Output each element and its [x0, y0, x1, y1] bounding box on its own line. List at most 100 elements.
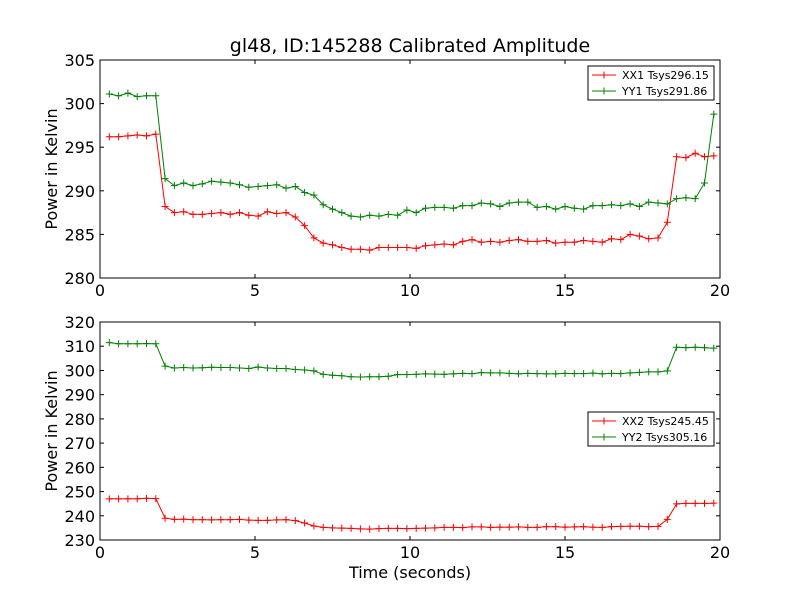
data-point: [319, 239, 327, 247]
data-point: [310, 522, 318, 530]
data-point: [217, 209, 225, 217]
data-point: [347, 245, 355, 253]
x-tick-label: 20: [710, 281, 730, 300]
data-point: [208, 177, 216, 185]
data-point: [515, 236, 522, 244]
data-point: [105, 339, 113, 347]
data-point: [440, 203, 448, 211]
y-tick-label: 250: [64, 483, 95, 502]
data-point: [310, 234, 318, 242]
data-point: [645, 523, 653, 531]
data-point: [440, 523, 448, 531]
data-point: [338, 524, 346, 532]
data-point: [115, 92, 123, 100]
data-point: [431, 524, 439, 532]
data-point: [394, 371, 402, 379]
legend-box: [587, 65, 715, 101]
data-point: [449, 241, 457, 249]
data-point: [654, 199, 662, 207]
data-point: [124, 495, 132, 503]
data-point: [310, 367, 318, 375]
chart-1-series-2: [105, 89, 718, 221]
data-point: [449, 370, 457, 378]
data-point: [115, 340, 123, 348]
data-point: [477, 523, 485, 531]
x-tick-label: 0: [95, 281, 105, 300]
data-point: [524, 523, 532, 531]
data-point: [105, 495, 113, 503]
data-point: [524, 198, 532, 206]
x-tick-label: 10: [400, 281, 420, 300]
data-point: [152, 495, 160, 503]
data-point: [170, 364, 178, 372]
x-tick-label: 5: [250, 281, 260, 300]
data-point: [291, 182, 299, 190]
data-point: [710, 152, 718, 160]
data-point: [282, 516, 290, 524]
data-point: [301, 189, 309, 197]
data-point: [487, 200, 495, 208]
data-point: [570, 370, 578, 378]
data-point: [654, 522, 662, 530]
data-point: [366, 373, 374, 381]
data-point: [263, 364, 271, 372]
data-point: [431, 241, 439, 249]
data-point: [282, 184, 290, 192]
x-tick-label: 15: [555, 281, 575, 300]
data-point: [459, 369, 467, 377]
data-point: [422, 524, 429, 532]
data-point: [598, 370, 606, 378]
data-point: [347, 373, 355, 381]
data-point: [477, 369, 485, 377]
data-point: [273, 365, 281, 373]
data-point: [198, 516, 206, 524]
data-point: [710, 344, 718, 352]
data-point: [161, 175, 169, 183]
data-point: [598, 238, 606, 246]
data-point: [291, 213, 299, 221]
data-point: [319, 523, 327, 531]
legend-entry-label: YY2 Tsys305.16: [621, 431, 707, 444]
data-point: [375, 525, 383, 533]
data-point: [710, 110, 718, 118]
data-point: [403, 371, 411, 379]
data-point: [496, 202, 504, 210]
data-point: [124, 132, 132, 140]
data-point: [626, 522, 634, 530]
data-point: [422, 204, 429, 212]
legend-marker: [600, 433, 608, 441]
data-point: [133, 495, 141, 503]
data-point: [608, 369, 615, 377]
data-point: [468, 370, 476, 378]
y-axis-label: Power in Kelvin: [42, 108, 61, 229]
data-point: [310, 191, 318, 199]
y-tick-label: 290: [64, 182, 95, 201]
data-point: [533, 203, 541, 211]
y-axis-label: Power in Kelvin: [42, 370, 61, 491]
data-point: [412, 209, 420, 217]
y-tick-label: 240: [64, 507, 95, 526]
data-point: [608, 201, 615, 209]
data-point: [217, 364, 225, 372]
data-point: [635, 232, 643, 240]
data-point: [617, 522, 625, 530]
data-point: [245, 183, 253, 191]
data-point: [440, 240, 448, 248]
data-point: [663, 218, 671, 226]
data-point: [477, 199, 485, 207]
data-point: [449, 204, 457, 212]
x-tick-label: 10: [400, 543, 420, 562]
data-point: [589, 369, 597, 377]
data-point: [691, 149, 699, 157]
data-point: [208, 209, 216, 217]
data-point: [701, 344, 708, 352]
y-tick-label: 310: [64, 337, 95, 356]
y-tick-label: 285: [64, 225, 95, 244]
data-point: [124, 340, 132, 348]
data-point: [496, 523, 504, 531]
legend-marker: [600, 71, 608, 79]
data-point: [580, 523, 588, 531]
data-point: [598, 523, 606, 531]
y-tick-label: 295: [64, 138, 95, 157]
data-point: [236, 181, 243, 189]
